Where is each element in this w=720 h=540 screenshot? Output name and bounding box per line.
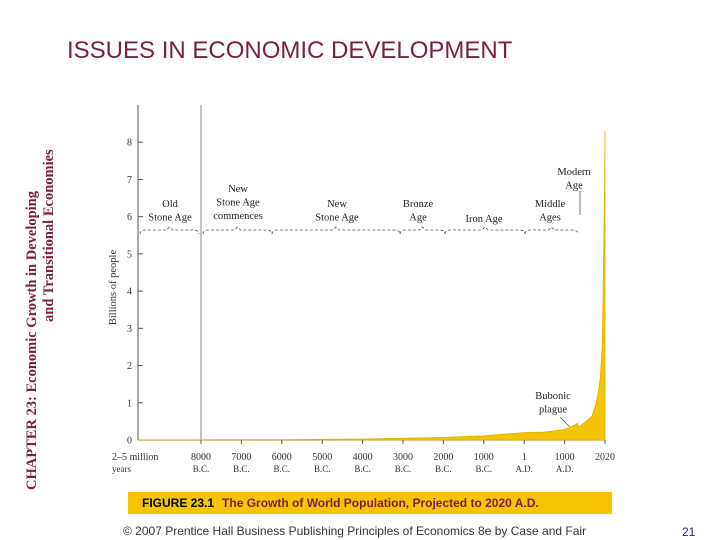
y-tick-label: 0 [127,436,132,447]
x-tick-sublabel: B.C. [233,464,250,474]
x-tick-label: 1000 [474,452,494,463]
x-tick-sublabel: B.C. [476,464,493,474]
era-label: Stone Age [216,198,260,209]
y-tick-label: 7 [127,175,132,186]
era-label: commences [213,211,263,222]
population-area [137,131,606,441]
x-tick-label: 4000 [353,452,373,463]
chapter-title: CHAPTER 23: Economic Growth in Developin… [0,0,60,540]
era-label: Middle [535,199,566,210]
era-label: Age [565,181,583,192]
x-tick-label: 2020 [595,452,615,463]
x-tick-sublabel: B.C. [395,464,412,474]
y-tick-label: 2 [127,361,132,372]
era-label: Stone Age [148,213,192,224]
x-tick-label: 8000 [191,452,211,463]
y-tick-label: 6 [127,212,132,223]
era-bracket [202,226,273,235]
x-tick-sublabel: B.C. [354,464,371,474]
era-label: New [327,199,347,210]
x-tick-label: 3000 [393,452,413,463]
y-tick-label: 5 [127,249,132,260]
era-label: Iron Age [465,214,502,225]
era-label: Old [162,199,179,210]
x-tick-sublabel: B.C. [193,464,210,474]
x-tick-label: 1000 [555,452,575,463]
x-tick-sublabel: A.D. [515,464,533,474]
figure-number: FIGURE 23.1 [142,496,215,510]
x-tick-label: 6000 [272,452,292,463]
era-bracket [444,226,526,235]
y-tick-label: 1 [127,398,132,409]
figure-caption: FIGURE 23.1 The Growth of World Populatio… [128,492,612,514]
chapter-title-line2: and Transitional Economies [41,149,57,322]
x-tick-sublabel: years [112,464,131,474]
era-label: plague [539,405,567,416]
era-label: Age [409,213,427,224]
page-number: 21 [682,525,696,539]
footer-credit: © 2007 Prentice Hall Business Publishing… [123,524,587,538]
era-label: Bronze [403,199,434,210]
era-label: Bubonic [535,391,571,402]
x-tick-label: 7000 [231,452,251,463]
era-bracket [399,226,446,235]
era-label: Modern [557,167,591,178]
x-tick-sublabel: B.C. [314,464,331,474]
figure-caption-text: The Growth of World Population, Projecte… [222,496,539,510]
era-label: New [228,184,248,195]
x-tick-sublabel: A.D. [556,464,574,474]
x-tick-sublabel: B.C. [274,464,291,474]
y-tick-label: 3 [127,324,132,335]
era-label: Stone Age [315,213,359,224]
x-tick-label: 5000 [312,452,332,463]
era-label: Ages [539,213,561,224]
x-tick-label: 1 [522,452,527,463]
era-bracket [271,226,401,235]
chapter-title-line1: CHAPTER 23: Economic Growth in Developin… [24,191,40,490]
plague-pointer [559,416,571,428]
x-tick-sublabel: B.C. [435,464,452,474]
era-bracket [524,226,579,235]
y-tick-label: 4 [127,287,132,298]
x-tick-label: 2000 [433,452,453,463]
x-tick-label: 2–5 million [112,452,158,463]
y-axis-label: Billions of people [108,250,119,326]
page-title: ISSUES IN ECONOMIC DEVELOPMENT [67,37,513,64]
population-chart: 0 1 2 3 4 5 6 7 8 Billions of people 2–5 millionye… [108,105,615,474]
y-tick-label: 8 [127,138,132,149]
era-bracket [139,226,200,235]
